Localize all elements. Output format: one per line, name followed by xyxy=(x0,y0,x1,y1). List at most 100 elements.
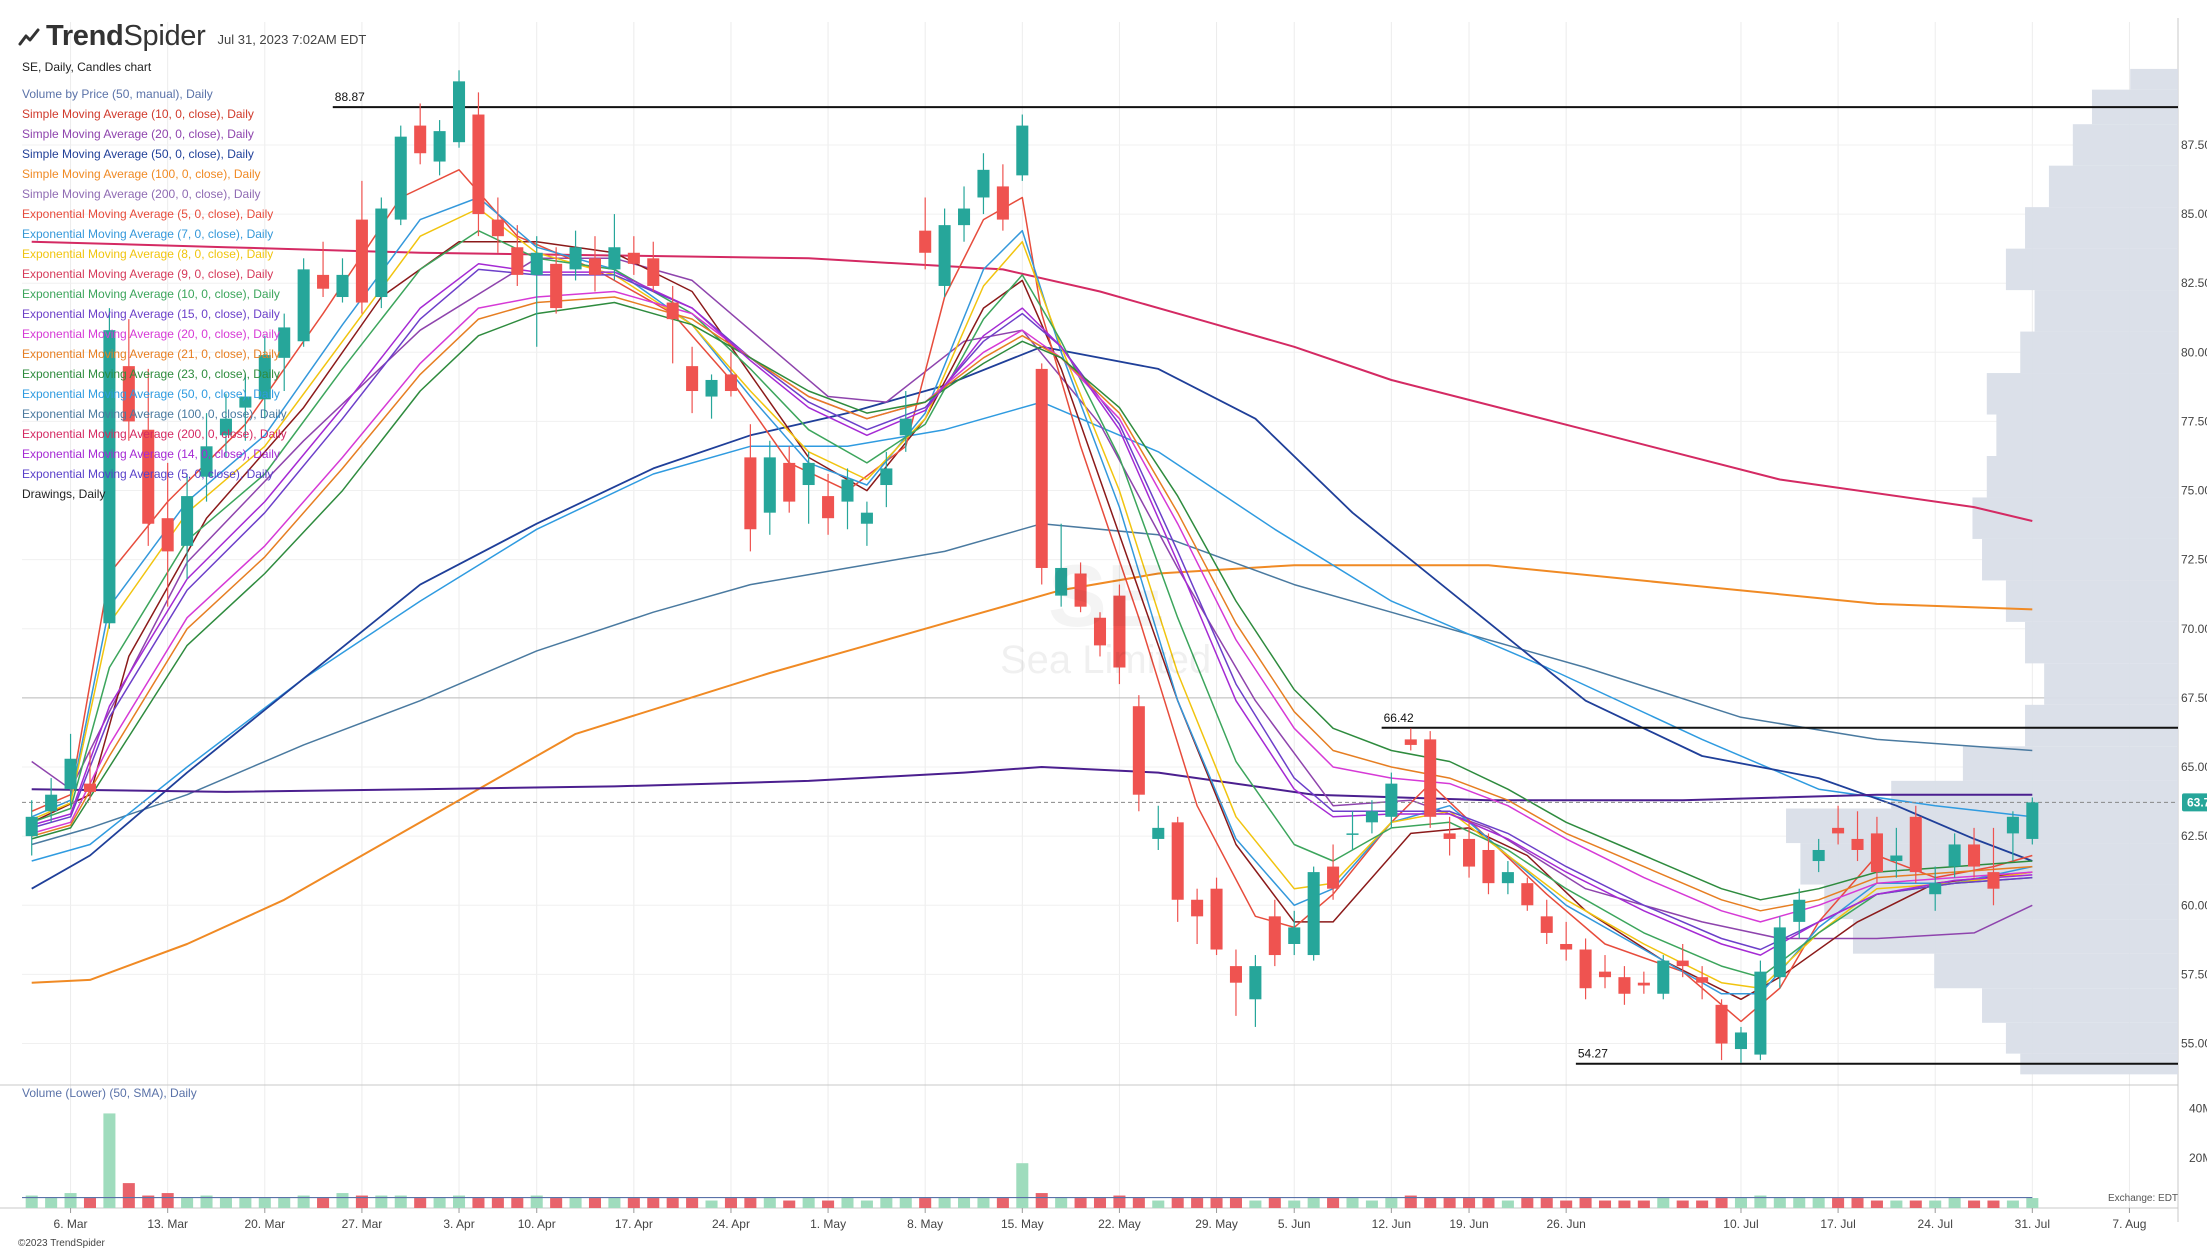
candle[interactable] xyxy=(1152,805,1165,850)
legend-item[interactable]: Exponential Moving Average (200, 0, clos… xyxy=(22,427,287,441)
candle[interactable] xyxy=(996,164,1009,231)
candle[interactable] xyxy=(1482,833,1495,895)
candle[interactable] xyxy=(1132,695,1145,812)
candle[interactable] xyxy=(1598,955,1612,989)
legend-item[interactable]: Exponential Moving Average (8, 0, close)… xyxy=(22,247,274,261)
candle[interactable] xyxy=(1890,827,1903,878)
candle[interactable] xyxy=(219,393,232,458)
candle[interactable] xyxy=(841,468,854,530)
candle[interactable] xyxy=(1346,811,1359,850)
candle[interactable] xyxy=(1385,772,1398,828)
candle[interactable] xyxy=(724,352,737,397)
candle[interactable] xyxy=(1754,960,1767,1061)
candle[interactable] xyxy=(1560,921,1573,961)
legend-item[interactable]: Simple Moving Average (100, 0, close), D… xyxy=(22,167,261,181)
candle[interactable] xyxy=(317,241,330,298)
candle[interactable] xyxy=(1365,800,1378,834)
candle[interactable] xyxy=(336,258,349,303)
candle[interactable] xyxy=(103,308,116,629)
volume-legend[interactable]: Volume (Lower) (50, SMA), Daily xyxy=(22,1086,197,1100)
candle[interactable] xyxy=(1909,805,1922,884)
candle[interactable] xyxy=(25,800,38,856)
candle[interactable] xyxy=(1657,955,1670,1000)
candle[interactable] xyxy=(1443,816,1456,856)
candle[interactable] xyxy=(83,750,97,801)
candle[interactable] xyxy=(355,180,368,314)
candle[interactable] xyxy=(200,413,213,502)
legend-item[interactable]: Exponential Moving Average (21, 0, close… xyxy=(22,347,280,361)
legend-item[interactable]: Exponential Moving Average (23, 0, close… xyxy=(22,367,280,381)
legend-item[interactable]: Exponential Moving Average (10, 0, close… xyxy=(22,287,280,301)
candle[interactable] xyxy=(453,70,466,148)
candle[interactable] xyxy=(1307,866,1320,961)
candle[interactable] xyxy=(1948,833,1961,878)
candle[interactable] xyxy=(550,247,563,314)
candle[interactable] xyxy=(2006,811,2019,862)
candle[interactable] xyxy=(1074,562,1087,613)
legend-item[interactable]: Exponential Moving Average (100, 0, clos… xyxy=(22,407,287,421)
legend-item[interactable]: Simple Moving Average (50, 0, close), Da… xyxy=(22,147,254,161)
candle[interactable] xyxy=(181,473,194,580)
candle[interactable] xyxy=(1715,999,1728,1061)
candle[interactable] xyxy=(1987,827,2000,906)
candle[interactable] xyxy=(1171,816,1184,922)
candle[interactable] xyxy=(822,473,835,535)
candle[interactable] xyxy=(1093,612,1107,657)
candle[interactable] xyxy=(1463,822,1476,878)
candle[interactable] xyxy=(686,346,699,414)
candle[interactable] xyxy=(1016,114,1029,181)
candle[interactable] xyxy=(2026,797,2039,845)
candle[interactable] xyxy=(433,120,446,176)
candle[interactable] xyxy=(278,313,291,392)
candle[interactable] xyxy=(627,236,640,275)
candle[interactable] xyxy=(1734,1026,1747,1063)
candle[interactable] xyxy=(1968,827,1981,878)
candle[interactable] xyxy=(763,440,776,535)
candle[interactable] xyxy=(1521,877,1534,911)
legend-item[interactable]: Exponential Moving Average (50, 0, close… xyxy=(22,387,280,401)
candle[interactable] xyxy=(705,374,718,419)
legend-item[interactable]: Exponential Moving Average (20, 0, close… xyxy=(22,327,280,341)
candle[interactable] xyxy=(1637,971,1650,994)
legend-item[interactable]: Exponential Moving Average (9, 0, close)… xyxy=(22,267,274,281)
candle[interactable] xyxy=(1696,966,1709,1000)
legend-item[interactable]: Exponential Moving Average (5, 0, close)… xyxy=(22,467,274,481)
legend-item[interactable]: Simple Moving Average (200, 0, close), D… xyxy=(22,187,261,201)
candle[interactable] xyxy=(938,208,951,298)
candle[interactable] xyxy=(1191,888,1204,944)
candle[interactable] xyxy=(64,733,77,806)
candle[interactable] xyxy=(1870,816,1883,884)
candle[interactable] xyxy=(511,225,524,286)
candle[interactable] xyxy=(1113,584,1126,685)
candle[interactable] xyxy=(608,214,621,281)
candle[interactable] xyxy=(297,258,310,347)
legend-item[interactable]: Volume by Price (50, manual), Daily xyxy=(22,87,213,101)
candle[interactable] xyxy=(1501,861,1514,895)
candle[interactable] xyxy=(1288,910,1301,956)
candle[interactable] xyxy=(1793,888,1806,939)
candle[interactable] xyxy=(122,319,135,441)
legend-item[interactable]: Exponential Moving Average (5, 0, close)… xyxy=(22,207,274,221)
candle[interactable] xyxy=(1327,844,1340,900)
legend-item[interactable]: Drawings, Daily xyxy=(22,487,106,501)
legend-item[interactable]: Exponential Moving Average (7, 0, close)… xyxy=(22,227,274,241)
candle[interactable] xyxy=(1540,899,1553,944)
candle[interactable] xyxy=(1929,866,1942,911)
candle[interactable] xyxy=(1676,943,1689,978)
candle[interactable] xyxy=(1035,363,1048,585)
candle[interactable] xyxy=(1773,916,1786,989)
candle[interactable] xyxy=(375,197,388,309)
candle[interactable] xyxy=(239,374,252,441)
candle[interactable] xyxy=(472,92,485,237)
candle[interactable] xyxy=(744,424,757,552)
candle[interactable] xyxy=(802,451,815,524)
candle[interactable] xyxy=(783,446,796,513)
legend-item[interactable]: Simple Moving Average (10, 0, close), Da… xyxy=(22,107,254,121)
legend-item[interactable]: Simple Moving Average (20, 0, close), Da… xyxy=(22,127,254,141)
candle[interactable] xyxy=(880,451,893,508)
candle[interactable] xyxy=(491,197,504,253)
candle[interactable] xyxy=(647,241,660,292)
candle[interactable] xyxy=(161,462,174,607)
candle[interactable] xyxy=(45,778,58,823)
